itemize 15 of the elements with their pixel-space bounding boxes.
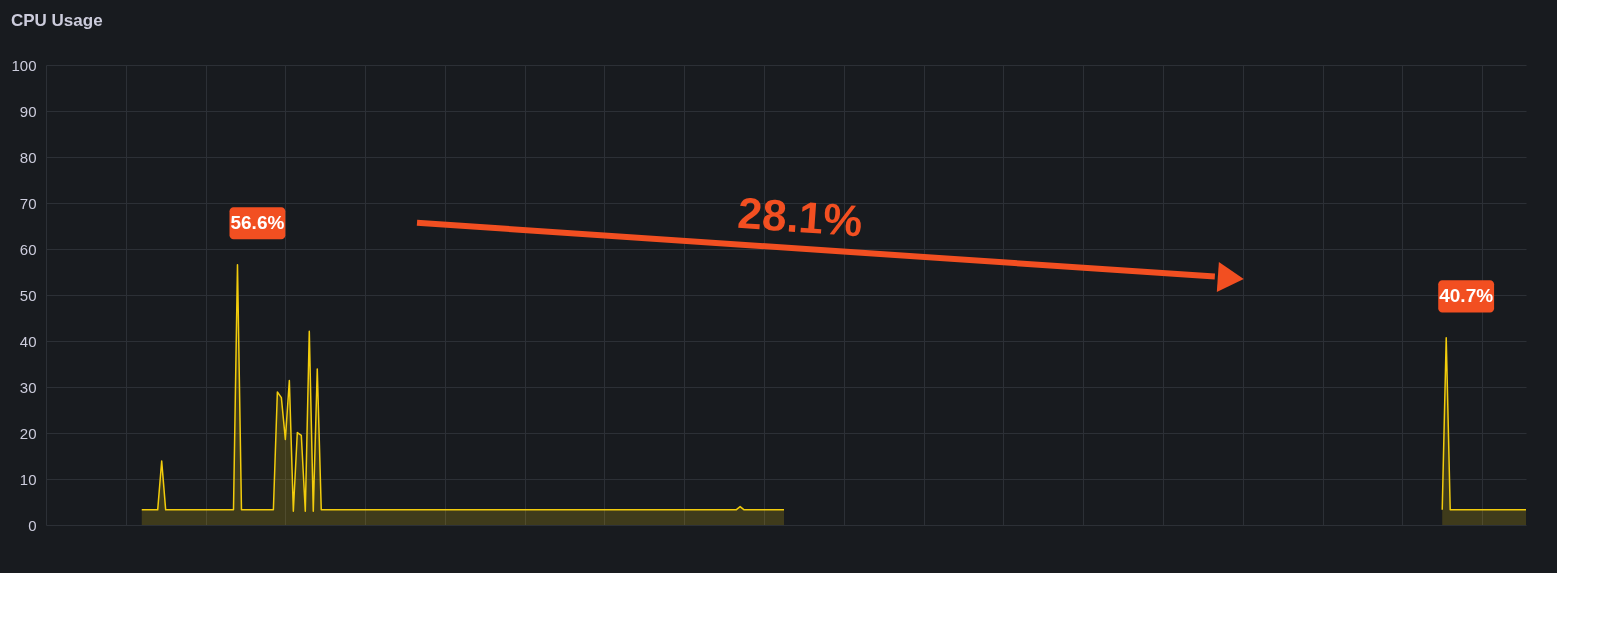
- annotation: 40.7%: [1439, 285, 1494, 307]
- y-tick-label: 60: [19, 240, 37, 258]
- annotation: 56.6%: [230, 212, 285, 234]
- annotation: 28.1%: [736, 187, 865, 246]
- y-tick-label: 0: [28, 516, 37, 534]
- y-tick-label: 80: [19, 148, 37, 166]
- y-tick-label: 50: [19, 286, 37, 304]
- y-tick-label: 90: [19, 102, 37, 120]
- y-tick-label: 40: [19, 332, 37, 350]
- y-tick-label: 70: [19, 194, 37, 212]
- y-tick-label: 100: [11, 56, 37, 74]
- y-tick-label: 10: [19, 470, 37, 488]
- y-tick-label: 20: [19, 424, 37, 442]
- y-tick-label: 30: [19, 378, 37, 396]
- chart-title: CPU Usage: [10, 11, 103, 30]
